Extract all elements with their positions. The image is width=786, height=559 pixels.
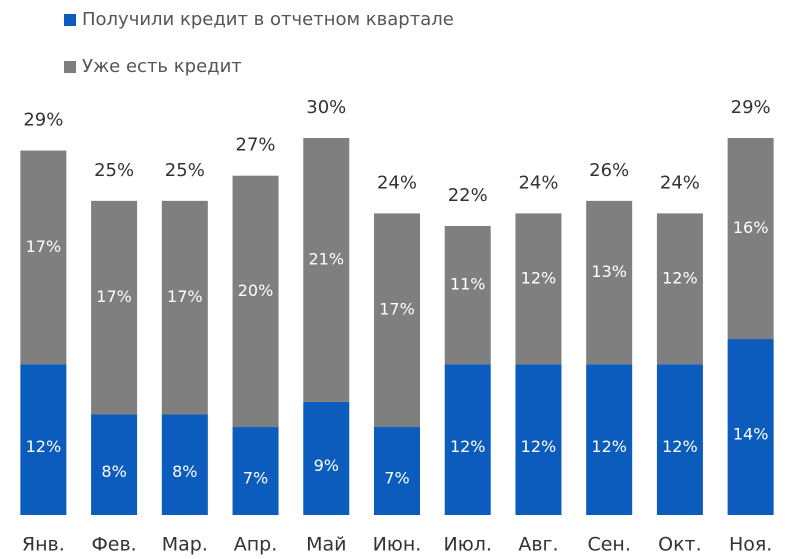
value-label: 8% — [101, 462, 126, 481]
x-tick-label: Фев. — [91, 534, 136, 556]
bar-segment — [20, 364, 67, 515]
total-label: 30% — [306, 97, 346, 118]
legend-label: Получили кредит в отчетном квартале — [82, 9, 454, 30]
value-label: 17% — [379, 300, 415, 319]
bar-segment — [515, 364, 562, 515]
x-tick-label: Июл. — [444, 534, 492, 556]
total-label: 29% — [23, 110, 63, 131]
x-tick-label: Апр. — [234, 534, 278, 556]
legend-label: Уже есть кредит — [82, 56, 242, 77]
bar-segment — [303, 401, 350, 515]
bar-segment — [91, 414, 138, 515]
value-label: 8% — [172, 462, 197, 481]
value-label: 12% — [662, 268, 698, 287]
value-label: 12% — [521, 268, 557, 287]
total-label: 29% — [731, 97, 771, 118]
value-label: 17% — [96, 287, 132, 306]
total-label: 24% — [660, 172, 700, 193]
value-label: 12% — [591, 437, 627, 456]
value-label: 12% — [26, 437, 62, 456]
x-tick-label: Ноя. — [729, 534, 772, 556]
bar-segment — [161, 200, 208, 415]
bar-segment — [586, 364, 633, 515]
bar-segment — [727, 138, 774, 340]
value-label: 12% — [662, 437, 698, 456]
value-label: 7% — [243, 469, 268, 488]
value-label: 17% — [26, 237, 62, 256]
value-label: 12% — [521, 437, 557, 456]
value-label: 20% — [238, 281, 274, 300]
value-label: 13% — [591, 262, 627, 281]
x-tick-label: Сен. — [587, 534, 630, 556]
value-label: 12% — [450, 437, 486, 456]
legend-swatch — [64, 14, 76, 26]
bar-segment — [232, 175, 279, 428]
x-tick-label: Мар. — [162, 534, 208, 556]
x-tick-label: Май — [306, 534, 346, 556]
bar-segment — [444, 364, 491, 515]
bar-segment — [232, 427, 279, 515]
value-label: 21% — [308, 249, 344, 268]
x-tick-label: Окт. — [658, 534, 702, 556]
bar-segment — [161, 414, 208, 515]
value-label: 9% — [314, 456, 339, 475]
total-label: 24% — [377, 172, 417, 193]
legend-swatch — [64, 61, 76, 73]
bar-segment — [20, 150, 67, 365]
bar-segment — [374, 427, 420, 515]
x-tick-label: Янв. — [22, 534, 65, 556]
value-label: 11% — [450, 275, 486, 294]
total-label: 24% — [518, 172, 558, 193]
total-label: 27% — [236, 135, 276, 156]
bar-segment — [656, 364, 703, 515]
total-label: 25% — [165, 160, 205, 181]
x-tick-label: Авг. — [518, 534, 558, 556]
value-label: 17% — [167, 287, 203, 306]
bar-segment — [656, 213, 703, 365]
bar-segment — [515, 213, 562, 365]
bar-segment — [586, 200, 633, 365]
total-label: 22% — [448, 185, 488, 206]
bar-segment — [374, 213, 420, 428]
bar-segment — [727, 339, 774, 515]
value-label: 14% — [733, 425, 769, 444]
x-tick-label: Июн. — [373, 534, 422, 556]
bar-segment — [303, 138, 350, 402]
bar-segment — [444, 225, 491, 365]
value-label: 16% — [733, 218, 769, 237]
bar-segment — [91, 200, 138, 415]
total-label: 25% — [94, 160, 134, 181]
total-label: 26% — [589, 160, 629, 181]
value-label: 7% — [384, 469, 409, 488]
